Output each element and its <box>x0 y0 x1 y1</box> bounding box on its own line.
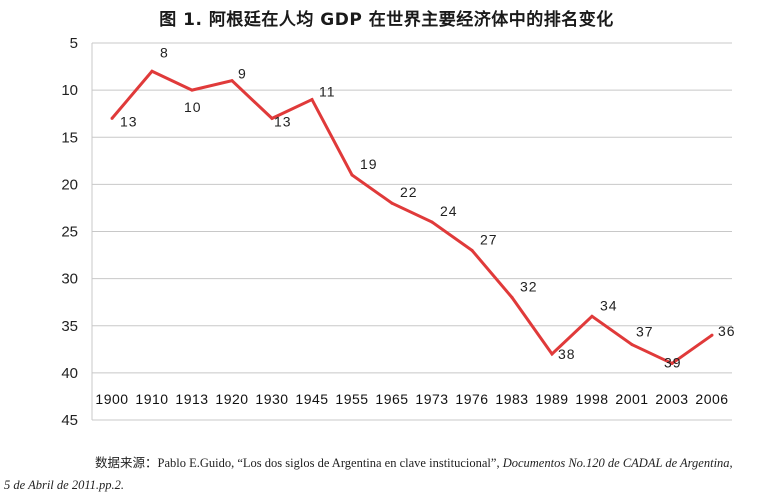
x-tick-label: 1920 <box>215 391 248 407</box>
source-note-line2: 5 de Abril de 2011.pp.2. <box>4 478 125 492</box>
data-point <box>190 88 194 92</box>
data-point <box>110 116 114 120</box>
data-label: 11 <box>319 84 336 100</box>
y-tick-label: 45 <box>61 412 78 429</box>
source-note-line1: 数据来源：Pablo E.Guido, “Los dos siglos de A… <box>95 452 733 471</box>
data-point <box>430 220 434 224</box>
series-layer <box>110 69 714 366</box>
y-axis-ticks: 5 10 15 20 25 30 35 40 45 <box>61 35 78 429</box>
x-tick-label: 2001 <box>615 391 648 407</box>
y-tick-label: 5 <box>70 35 78 52</box>
data-point <box>670 361 674 365</box>
x-tick-label: 1973 <box>415 391 448 407</box>
chart-title: 图 1. 阿根廷在人均 GDP 在世界主要经济体中的排名变化 <box>159 10 614 30</box>
source-prefix: 数据来源：Pablo E.Guido, “Los dos siglos de A… <box>95 456 503 470</box>
x-tick-label: 1900 <box>95 391 128 407</box>
data-point <box>350 173 354 177</box>
data-label: 13 <box>274 113 292 129</box>
y-tick-label: 25 <box>61 224 78 241</box>
x-tick-label: 1955 <box>335 391 368 407</box>
x-tick-label: 1976 <box>455 391 488 407</box>
x-tick-label: 1913 <box>175 391 208 407</box>
data-label: 9 <box>238 66 247 82</box>
data-label: 34 <box>600 297 618 313</box>
y-tick-label: 20 <box>61 176 78 193</box>
data-label: 37 <box>636 324 654 340</box>
data-point <box>630 343 634 347</box>
data-point <box>230 79 234 83</box>
x-tick-label: 2003 <box>655 391 688 407</box>
data-point <box>150 69 154 73</box>
data-point <box>390 201 394 205</box>
data-point <box>310 98 314 102</box>
data-label: 36 <box>718 323 736 339</box>
grid-lines <box>91 42 732 421</box>
data-label: 10 <box>184 99 202 115</box>
y-tick-label: 40 <box>61 365 78 382</box>
data-point <box>270 116 274 120</box>
data-label: 27 <box>480 231 498 247</box>
data-label: 8 <box>160 44 169 60</box>
data-point <box>590 314 594 318</box>
x-tick-label: 1945 <box>295 391 328 407</box>
x-tick-label: 1965 <box>375 391 408 407</box>
y-tick-label: 10 <box>61 82 78 99</box>
x-tick-label: 1983 <box>495 391 528 407</box>
series-line <box>110 69 713 366</box>
x-tick-label: 1989 <box>535 391 568 407</box>
data-point <box>550 352 554 356</box>
data-label: 13 <box>120 113 138 129</box>
x-tick-label: 1910 <box>135 391 168 407</box>
data-point <box>470 248 474 252</box>
y-tick-label: 15 <box>61 129 78 146</box>
x-tick-label: 1998 <box>575 391 608 407</box>
data-label: 39 <box>664 354 682 370</box>
data-label: 24 <box>440 203 458 219</box>
data-label: 22 <box>400 184 418 200</box>
data-point <box>710 333 714 337</box>
x-axis-ticks: 1900 1910 1913 1920 1930 1945 1955 1965 1973 1976… <box>95 391 728 407</box>
source-italic-1: Documentos No.120 de CADAL de Argentina, <box>502 456 733 470</box>
data-point <box>510 295 514 299</box>
y-tick-label: 35 <box>61 318 78 335</box>
x-tick-label: 1930 <box>255 391 288 407</box>
data-label: 32 <box>520 278 538 294</box>
data-label: 38 <box>558 346 576 362</box>
data-labels: 13 8 10 9 13 11 19 22 24 27 32 38 34 37 39 36 <box>120 44 736 370</box>
y-tick-label: 30 <box>61 271 78 288</box>
data-label: 19 <box>360 156 378 172</box>
x-tick-label: 2006 <box>695 391 728 407</box>
